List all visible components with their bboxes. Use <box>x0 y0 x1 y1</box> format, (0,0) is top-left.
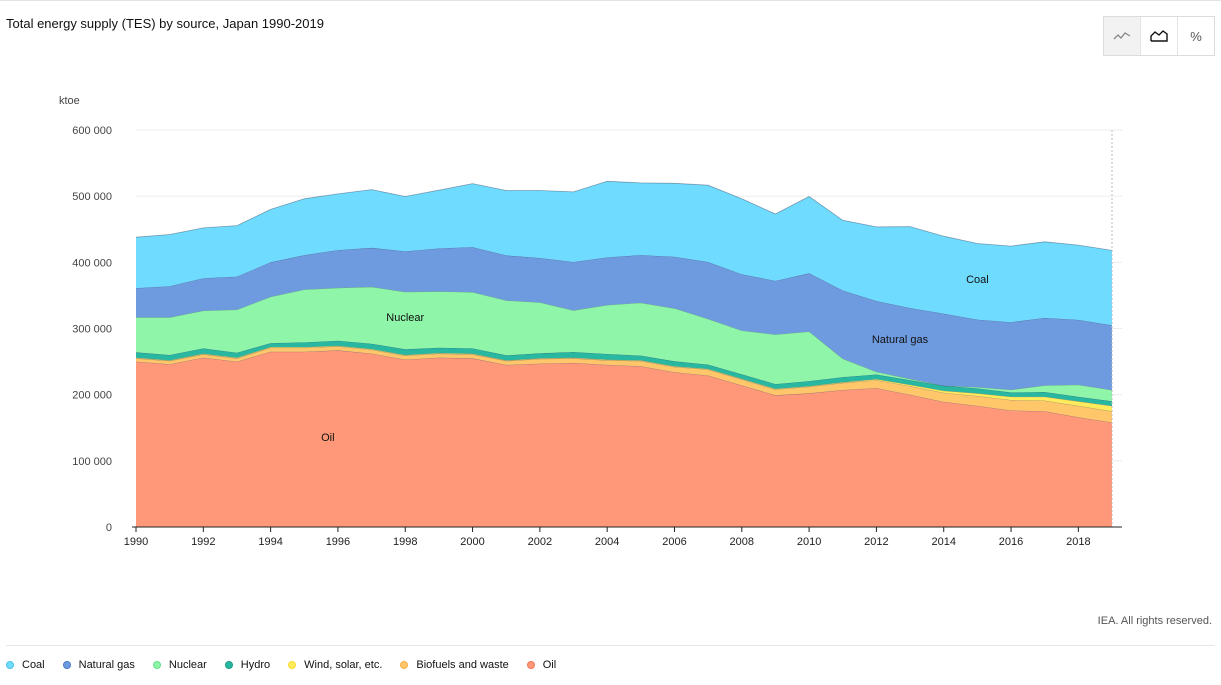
area-biofuels-and-waste <box>136 346 1112 423</box>
series-annotation: Natural gas <box>872 334 929 346</box>
chart-legend: Coal Natural gas Nuclear Hydro Wind, solar, … <box>6 659 574 671</box>
x-tick-label: 2010 <box>797 536 821 548</box>
x-tick-label: 1992 <box>191 536 215 548</box>
legend-label: Nuclear <box>168 659 207 671</box>
y-tick-label: 500 000 <box>72 191 112 203</box>
y-tick-label: 300 000 <box>72 324 112 336</box>
x-tick-label: 1990 <box>124 536 148 548</box>
y-tick-label: 400 000 <box>72 257 112 269</box>
y-tick-label: 200 000 <box>72 390 112 402</box>
x-tick-label: 1994 <box>258 536 282 548</box>
series-annotation: Nuclear <box>386 312 424 324</box>
chart-title: Total energy supply (TES) by source, Jap… <box>6 16 324 31</box>
x-tick-label: 2004 <box>595 536 619 548</box>
line-chart-icon <box>1113 32 1131 40</box>
legend-item[interactable]: Oil <box>526 659 557 671</box>
legend-swatch <box>288 661 297 669</box>
legend-swatch <box>152 661 161 669</box>
legend-divider <box>6 645 1215 646</box>
area-oil <box>136 350 1112 527</box>
legend-label: Natural gas <box>78 659 135 671</box>
top-border <box>0 0 1221 1</box>
y-tick-label: 600 000 <box>72 125 112 137</box>
legend-label: Biofuels and waste <box>416 659 509 671</box>
series-annotation: Coal <box>966 274 989 286</box>
legend-swatch <box>62 661 71 669</box>
x-tick-label: 2008 <box>730 536 754 548</box>
legend-item[interactable]: Hydro <box>224 659 271 671</box>
area-nuclear <box>136 286 1112 402</box>
area-chart-icon <box>1150 30 1168 42</box>
percent-icon: % <box>1190 28 1202 44</box>
percent-view-toggle[interactable]: % <box>1178 17 1214 55</box>
legend-item[interactable]: Natural gas <box>62 659 135 671</box>
area-natural-gas <box>136 247 1112 390</box>
legend-label: Hydro <box>240 659 271 671</box>
area-chart: 0 100 000 200 000 300 000 400 000 500 000 600 … <box>59 95 1122 548</box>
x-tick-label: 1998 <box>393 536 417 548</box>
area-coal <box>136 181 1112 326</box>
legend-item[interactable]: Nuclear <box>152 659 207 671</box>
credit-text: IEA. All rights reserved. <box>1097 615 1212 627</box>
x-tick-label: 2000 <box>460 536 484 548</box>
area-view-toggle[interactable] <box>1141 17 1178 55</box>
legend-item[interactable]: Coal <box>6 659 45 671</box>
legend-label: Wind, solar, etc. <box>304 659 383 671</box>
x-tick-label: 2016 <box>999 536 1023 548</box>
legend-label: Oil <box>542 659 557 671</box>
y-tick-label: 0 <box>106 522 112 534</box>
legend-swatch <box>6 661 14 669</box>
y-axis-label: ktoe <box>59 95 80 107</box>
x-tick-label: 1996 <box>326 536 350 548</box>
x-tick-label: 2018 <box>1066 536 1090 548</box>
chart-view-toggle-group: % <box>1103 16 1215 56</box>
legend-swatch <box>224 661 233 669</box>
legend-swatch <box>400 661 409 669</box>
series-annotation: Oil <box>321 432 334 444</box>
legend-item[interactable]: Biofuels and waste <box>400 659 509 671</box>
x-tick-label: 2002 <box>528 536 552 548</box>
x-tick-label: 2014 <box>931 536 955 548</box>
y-tick-label: 100 000 <box>72 456 112 468</box>
area-edge <box>135 180 1113 251</box>
x-tick-label: 2006 <box>662 536 686 548</box>
legend-label: Coal <box>22 659 45 671</box>
x-tick-label: 2012 <box>864 536 888 548</box>
line-view-toggle[interactable] <box>1104 17 1141 55</box>
legend-swatch <box>526 661 535 669</box>
legend-item[interactable]: Wind, solar, etc. <box>288 659 382 671</box>
